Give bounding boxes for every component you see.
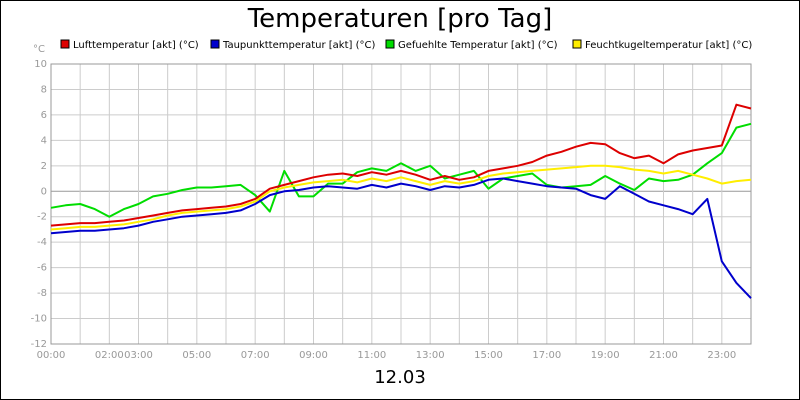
x-tick-label: 03:00 xyxy=(124,350,153,361)
legend-label: Gefuehlte Temperatur [akt] (°C) xyxy=(398,40,558,51)
y-unit-label: °C xyxy=(33,44,45,55)
x-tick-label: 09:00 xyxy=(299,350,328,361)
y-tick-label: -10 xyxy=(31,314,47,325)
y-tick-label: -6 xyxy=(37,263,47,274)
x-tick-label: 05:00 xyxy=(182,350,211,361)
date-label: 12.03 xyxy=(1,367,799,388)
y-tick-label: -12 xyxy=(31,339,47,350)
y-tick-label: 8 xyxy=(41,84,47,95)
y-tick-label: 0 xyxy=(41,186,47,197)
x-tick-label: 21:00 xyxy=(649,350,678,361)
y-tick-label: -4 xyxy=(37,237,47,248)
legend-swatch xyxy=(211,40,219,48)
legend-swatch xyxy=(61,40,69,48)
x-tick-label: 15:00 xyxy=(474,350,503,361)
x-tick-label: 07:00 xyxy=(241,350,270,361)
y-tick-label: 10 xyxy=(34,59,47,70)
legend-label: Feuchtkugeltemperatur [akt] (°C) xyxy=(585,40,752,51)
x-tick-label: 19:00 xyxy=(591,350,620,361)
x-tick-label: 02:00 xyxy=(95,350,124,361)
x-tick-label: 00:00 xyxy=(37,350,66,361)
y-tick-label: 4 xyxy=(41,135,47,146)
legend-label: Taupunkttemperatur [akt] (°C) xyxy=(222,40,375,51)
y-tick-label: -8 xyxy=(37,288,47,299)
y-tick-label: 6 xyxy=(41,110,47,121)
x-tick-label: 17:00 xyxy=(532,350,561,361)
y-tick-label: 2 xyxy=(41,161,47,172)
x-tick-label: 11:00 xyxy=(357,350,386,361)
x-tick-label: 23:00 xyxy=(707,350,736,361)
legend-swatch xyxy=(573,40,581,48)
legend-label: Lufttemperatur [akt] (°C) xyxy=(73,40,199,51)
y-tick-label: -2 xyxy=(37,212,47,223)
legend-swatch xyxy=(386,40,394,48)
x-tick-label: 13:00 xyxy=(416,350,445,361)
